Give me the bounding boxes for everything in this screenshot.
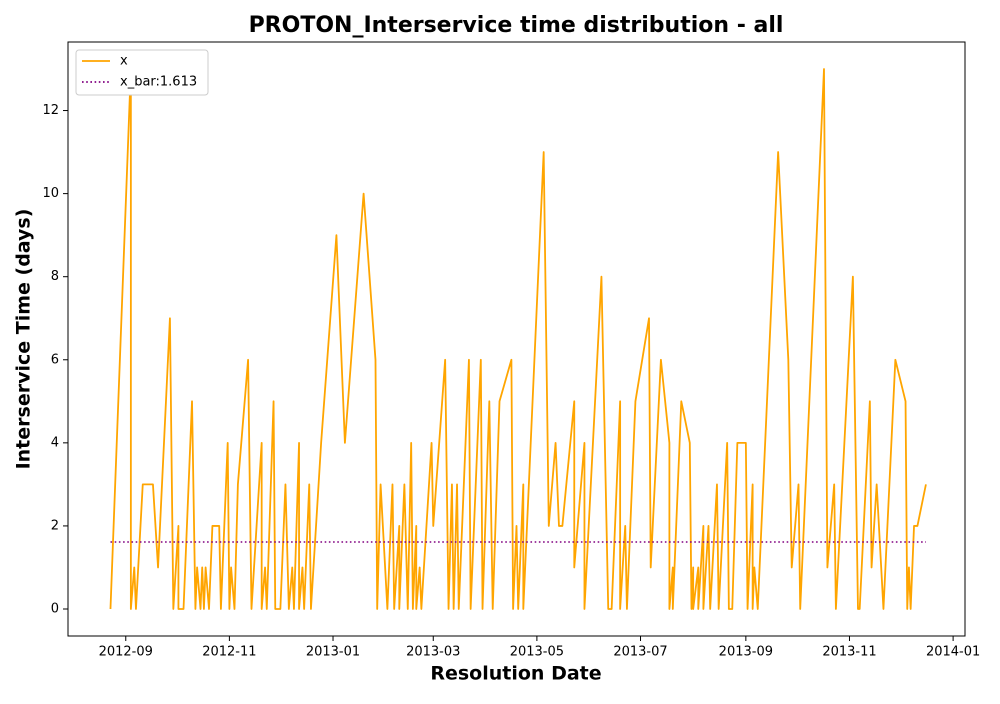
x-tick-label: 2013-09 [719,645,773,660]
y-tick-label: 2 [51,518,59,533]
y-axis-label: Interservice Time (days) [13,209,35,470]
y-tick-label: 10 [42,186,59,201]
x-tick-label: 2013-03 [406,645,460,660]
x-tick-label: 2013-07 [613,645,667,660]
y-tick-label: 0 [51,602,59,617]
x-tick-label: 2012-09 [99,645,153,660]
x-tick-label: 2012-11 [202,645,256,660]
data-line [109,68,927,610]
x-tick-label: 2013-01 [306,645,360,660]
y-tick-label: 8 [51,269,59,284]
y-tick-label: 12 [42,103,59,118]
y-tick-label: 4 [51,435,59,450]
y-tick-label: 6 [51,352,59,367]
x-tick-label: 2014-01 [926,645,980,660]
legend-label: x_bar:1.613 [120,75,197,90]
x-tick-label: 2013-11 [822,645,876,660]
x-tick-label: 2013-05 [510,645,564,660]
legend-label: x [120,54,128,69]
chart-title: PROTON_Interservice time distribution - … [249,13,784,38]
legend: x x_bar:1.613 [75,49,209,96]
x-axis-label: Resolution Date [430,663,601,685]
plot-frame [67,41,966,637]
